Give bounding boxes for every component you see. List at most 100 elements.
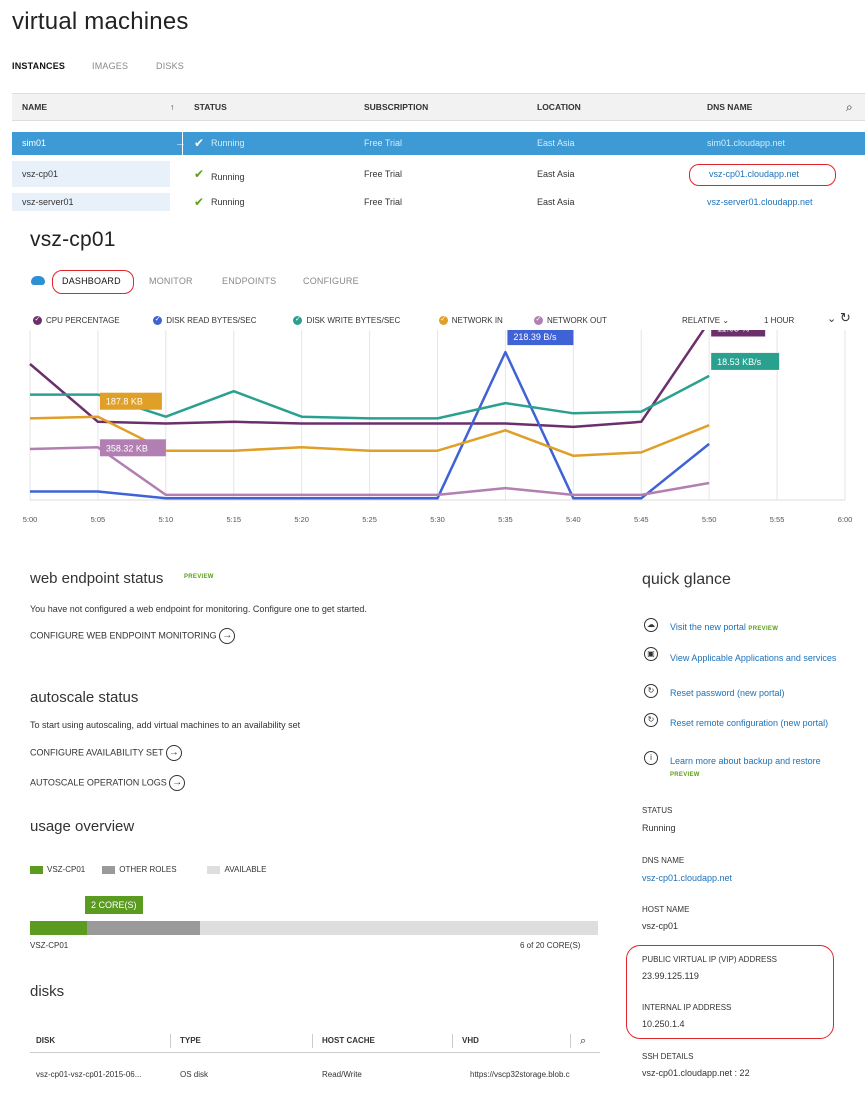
legend-disk-write[interactable]: DISK WRITE BYTES/SEC [293, 315, 436, 326]
highlight-oval [626, 945, 834, 1039]
tab-monitor[interactable]: MONITOR [149, 276, 193, 286]
tab-disks[interactable]: DISKS [156, 61, 185, 71]
usage-title: usage overview [30, 818, 135, 835]
dns-name-label: DNS NAME [642, 856, 685, 865]
sort-arrow-icon[interactable]: ↑ [170, 102, 175, 112]
status-value: Running [642, 823, 676, 833]
disk-type: OS disk [180, 1070, 209, 1079]
vm-dns-link[interactable]: sim01.cloudapp.net [707, 138, 786, 148]
disk-vhd: https://vscp32storage.blob.c [470, 1070, 570, 1079]
data-label-box [99, 439, 166, 457]
refresh-icon[interactable]: ↻ [840, 310, 851, 325]
dns-name-link[interactable]: vsz-cp01.cloudapp.net [642, 873, 733, 883]
vm-status: Running [211, 138, 245, 148]
vm-name[interactable]: sim01 [22, 138, 47, 148]
cloud-icon[interactable] [31, 276, 45, 285]
table-row[interactable]: vsz-cp01 ✔ Running Free Trial East Asia … [12, 161, 865, 187]
x-tick-label: 5:25 [362, 515, 377, 524]
search-icon[interactable]: ⌕ [580, 1035, 587, 1047]
tab-endpoints[interactable]: ENDPOINTS [222, 276, 277, 286]
data-label-box [711, 330, 766, 337]
reset-remote-config-link[interactable]: Reset remote configuration (new portal) [670, 718, 829, 728]
preview-badge: PREVIEW [184, 574, 214, 580]
host-name-label: HOST NAME [642, 905, 690, 914]
legend-cpu[interactable]: CPU PERCENTAGE [33, 315, 151, 326]
vm-subscription: Free Trial [364, 197, 403, 207]
series-line [29, 446, 710, 497]
disks-table-row[interactable]: vsz-cp01-vsz-cp01-2015-06... OS disk Rea… [30, 1066, 600, 1084]
legend-disk-read[interactable]: DISK READ BYTES/SEC [153, 315, 291, 326]
page-title: virtual machines [12, 8, 189, 35]
search-icon[interactable]: ⌕ [846, 100, 853, 114]
x-tick-label: 5:10 [159, 515, 174, 524]
tab-dashboard[interactable]: DASHBOARD [62, 276, 121, 286]
tab-instances[interactable]: INSTANCES [12, 61, 66, 71]
table-row-selected[interactable]: sim01 → ✔ Running Free Trial East Asia s… [12, 132, 865, 155]
data-label: 358.32 KB [106, 443, 148, 453]
legend-network-in[interactable]: NETWORK IN [438, 315, 532, 326]
configure-web-endpoint-link[interactable]: CONFIGURE WEB ENDPOINT MONITORING → [30, 628, 236, 644]
table-row[interactable]: vsz-server01 ✔ Running Free Trial East A… [12, 193, 865, 211]
cloud-icon: ☁ [644, 618, 658, 632]
vm-dns-link[interactable]: vsz-server01.cloudapp.net [707, 197, 813, 207]
col-header-disk[interactable]: DISK [36, 1036, 56, 1045]
ssh-label: SSH DETAILS [642, 1052, 694, 1061]
check-icon: ✔ [194, 195, 205, 209]
app-icon: ▣ [644, 647, 658, 661]
info-icon: i [644, 751, 658, 765]
vm-name[interactable]: vsz-server01 [22, 197, 74, 207]
legend-other-roles: OTHER ROLES [102, 865, 205, 874]
vip-value: 23.99.125.119 [642, 971, 699, 981]
arrow-circle-icon: → [165, 745, 182, 761]
learn-backup-link[interactable]: Learn more about backup and restore PREV… [670, 756, 821, 778]
visit-new-portal-link[interactable]: Visit the new portal PREVIEW [670, 622, 779, 632]
vm-location: East Asia [537, 197, 575, 207]
x-tick-label: 5:00 [23, 515, 38, 524]
autoscale-title: autoscale status [30, 689, 139, 706]
reset-icon: ↻ [644, 684, 658, 698]
relative-dropdown[interactable]: RELATIVE ⌄ [682, 316, 730, 325]
arrow-right-icon[interactable]: → [175, 137, 186, 149]
col-header-vhd[interactable]: VHD [462, 1036, 479, 1045]
reset-password-link[interactable]: Reset password (new portal) [670, 688, 785, 698]
configure-availability-link[interactable]: CONFIGURE AVAILABILITY SET → [30, 745, 182, 761]
usage-legend: VSZ-CP01 OTHER ROLES AVAILABLE [30, 865, 266, 874]
vm-location: East Asia [537, 138, 575, 148]
check-icon: ✔ [194, 136, 205, 150]
x-tick-label: 5:15 [226, 515, 241, 524]
vm-status: Running [211, 197, 245, 207]
x-tick-label: 6:00 [838, 515, 853, 524]
web-endpoint-title: web endpoint status [30, 570, 164, 587]
series-line [29, 330, 705, 429]
vm-name[interactable]: vsz-cp01 [22, 169, 59, 179]
view-applications-link[interactable]: View Applicable Applications and service… [670, 653, 837, 663]
chevron-down-icon[interactable]: ⌄ [827, 313, 837, 325]
col-header-subscription[interactable]: SUBSCRIPTION [364, 102, 429, 112]
usage-summary: 6 of 20 CORE(S) [520, 941, 581, 950]
disk-host-cache: Read/Write [322, 1070, 362, 1079]
col-header-host-cache[interactable]: HOST CACHE [322, 1036, 375, 1045]
data-label: 11.03 % [717, 330, 749, 334]
series-line [30, 350, 710, 500]
col-header-location[interactable]: LOCATION [537, 102, 581, 112]
status-label: STATUS [642, 806, 673, 815]
tab-configure[interactable]: CONFIGURE [303, 276, 359, 286]
usage-bar-label: VSZ-CP01 [30, 941, 69, 950]
legend-network-out[interactable]: NETWORK OUT [533, 315, 634, 326]
autoscale-logs-link[interactable]: AUTOSCALE OPERATION LOGS → [30, 775, 186, 791]
range-dropdown[interactable]: 1 HOUR [764, 316, 795, 325]
highlight-oval [689, 164, 836, 186]
col-header-type[interactable]: TYPE [180, 1036, 201, 1045]
col-header-status[interactable]: STATUS [194, 102, 227, 112]
x-tick-label: 5:40 [566, 515, 581, 524]
tab-images[interactable]: IMAGES [92, 61, 129, 71]
internal-ip-value: 10.250.1.4 [642, 1019, 685, 1029]
col-header-dns[interactable]: DNS NAME [707, 102, 753, 112]
data-label: 187.8 KB [106, 397, 143, 407]
highlight-oval [52, 270, 134, 294]
x-tick-label: 5:45 [634, 515, 649, 524]
vm-dns-link[interactable]: vsz-cp01.cloudapp.net [709, 169, 800, 179]
arrow-circle-icon: → [169, 775, 186, 791]
usage-bar-vm [30, 921, 87, 935]
col-header-name[interactable]: NAME [22, 102, 48, 112]
